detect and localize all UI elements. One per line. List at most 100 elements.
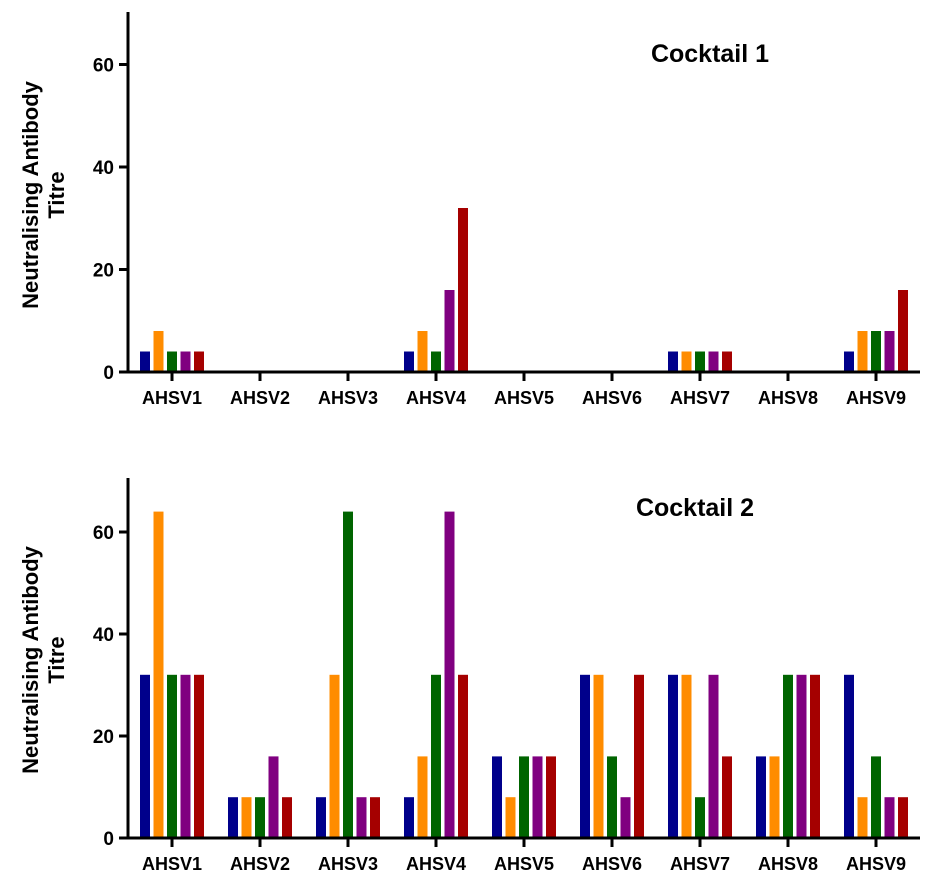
bar-ahsv9-series1	[844, 351, 854, 372]
bar-ahsv1-series1	[140, 351, 150, 372]
x-tick-label: AHSV6	[582, 388, 642, 408]
bar-ahsv7-series3	[695, 351, 705, 372]
bar-ahsv3-series1	[316, 797, 326, 838]
bar-ahsv9-series3	[871, 331, 881, 372]
bar-ahsv1-series3	[167, 674, 177, 838]
bar-ahsv5-series3	[519, 756, 529, 838]
x-tick-label: AHSV1	[142, 388, 202, 408]
bar-ahsv9-series4	[884, 331, 895, 372]
y-tick-label: 60	[93, 56, 114, 77]
chart-title: Cocktail 1	[651, 40, 769, 68]
bar-ahsv7-series4	[708, 674, 719, 838]
bar-ahsv9-series3	[871, 756, 881, 838]
x-tick-label: AHSV9	[846, 854, 906, 874]
bar-ahsv1-series5	[194, 351, 204, 372]
y-tick-label: 40	[93, 158, 114, 179]
x-tick-label: AHSV2	[230, 388, 290, 408]
bar-ahsv4-series3	[431, 674, 441, 838]
bar-ahsv1-series1	[140, 674, 150, 838]
bar-ahsv7-series2	[681, 351, 692, 372]
bar-ahsv2-series2	[241, 797, 252, 838]
y-tick-label: 0	[103, 829, 114, 850]
bar-ahsv4-series2	[417, 756, 428, 838]
bar-ahsv7-series5	[722, 756, 732, 838]
bar-ahsv7-series1	[668, 674, 678, 838]
y-axis-label-line1: Neutralising Antibody	[18, 80, 43, 309]
y-axis-label-line2: Titre	[44, 636, 69, 683]
bar-ahsv4-series5	[458, 674, 468, 838]
chart-1: Cocktail 1 Neutralising Antibody Titre AHSV…	[18, 12, 920, 408]
bar-ahsv5-series5	[546, 756, 556, 838]
bar-ahsv1-series2	[153, 331, 164, 372]
y-tick-label: 20	[93, 261, 114, 282]
bar-ahsv7-series4	[708, 351, 719, 372]
bar-ahsv6-series4	[620, 797, 631, 838]
bar-ahsv4-series2	[417, 331, 428, 372]
bar-ahsv2-series5	[282, 797, 292, 838]
x-tick-label: AHSV4	[406, 388, 466, 408]
bar-ahsv9-series4	[884, 797, 895, 838]
bar-ahsv2-series1	[228, 797, 238, 838]
bar-ahsv7-series2	[681, 674, 692, 838]
bar-ahsv6-series2	[593, 674, 604, 838]
bar-ahsv8-series4	[796, 674, 807, 838]
bar-ahsv3-series4	[356, 797, 367, 838]
bar-ahsv9-series1	[844, 674, 854, 838]
bar-ahsv4-series3	[431, 351, 441, 372]
x-tick-label: AHSV7	[670, 854, 730, 874]
bar-ahsv5-series2	[505, 797, 516, 838]
bar-ahsv1-series5	[194, 674, 204, 838]
bar-ahsv9-series2	[857, 797, 868, 838]
y-axis-label-line1: Neutralising Antibody	[18, 545, 43, 774]
y-tick-label: 0	[103, 363, 114, 384]
bar-ahsv3-series5	[370, 797, 380, 838]
bar-ahsv6-series5	[634, 674, 644, 838]
y-tick-label: 40	[93, 625, 114, 646]
y-axis-label-line2: Titre	[44, 171, 69, 218]
y-tick-label: 60	[93, 523, 114, 544]
bar-ahsv9-series5	[898, 797, 908, 838]
bar-ahsv9-series2	[857, 331, 868, 372]
bar-ahsv8-series3	[783, 674, 793, 838]
bar-ahsv4-series5	[458, 208, 468, 372]
bar-ahsv9-series5	[898, 290, 908, 372]
bar-ahsv8-series1	[756, 756, 766, 838]
bar-ahsv1-series2	[153, 511, 164, 838]
bar-ahsv3-series3	[343, 511, 353, 838]
x-tick-label: AHSV3	[318, 854, 378, 874]
bar-ahsv1-series4	[180, 351, 191, 372]
bar-ahsv2-series4	[268, 756, 279, 838]
bar-ahsv6-series1	[580, 674, 590, 838]
bar-ahsv4-series4	[444, 511, 455, 838]
bar-ahsv6-series3	[607, 756, 617, 838]
x-tick-label: AHSV1	[142, 854, 202, 874]
y-tick-label: 20	[93, 727, 114, 748]
x-tick-label: AHSV7	[670, 388, 730, 408]
bar-ahsv3-series2	[329, 674, 340, 838]
bar-ahsv7-series3	[695, 797, 705, 838]
bar-ahsv2-series3	[255, 797, 265, 838]
x-tick-label: AHSV3	[318, 388, 378, 408]
bar-ahsv8-series5	[810, 674, 820, 838]
bar-ahsv5-series1	[492, 756, 502, 838]
bar-ahsv5-series4	[532, 756, 543, 838]
x-tick-label: AHSV9	[846, 388, 906, 408]
bar-ahsv7-series1	[668, 351, 678, 372]
x-tick-label: AHSV4	[406, 854, 466, 874]
x-tick-label: AHSV8	[758, 854, 818, 874]
chart-title: Cocktail 2	[636, 494, 754, 522]
chart-2: Cocktail 2 Neutralising Antibody Titre AHSV…	[18, 478, 920, 874]
bar-ahsv1-series4	[180, 674, 191, 838]
bar-ahsv4-series4	[444, 290, 455, 372]
bar-ahsv7-series5	[722, 351, 732, 372]
x-tick-label: AHSV8	[758, 388, 818, 408]
bar-ahsv1-series3	[167, 351, 177, 372]
x-tick-label: AHSV2	[230, 854, 290, 874]
bar-ahsv4-series1	[404, 351, 414, 372]
x-tick-label: AHSV5	[494, 854, 554, 874]
x-tick-label: AHSV5	[494, 388, 554, 408]
bar-ahsv4-series1	[404, 797, 414, 838]
x-tick-label: AHSV6	[582, 854, 642, 874]
